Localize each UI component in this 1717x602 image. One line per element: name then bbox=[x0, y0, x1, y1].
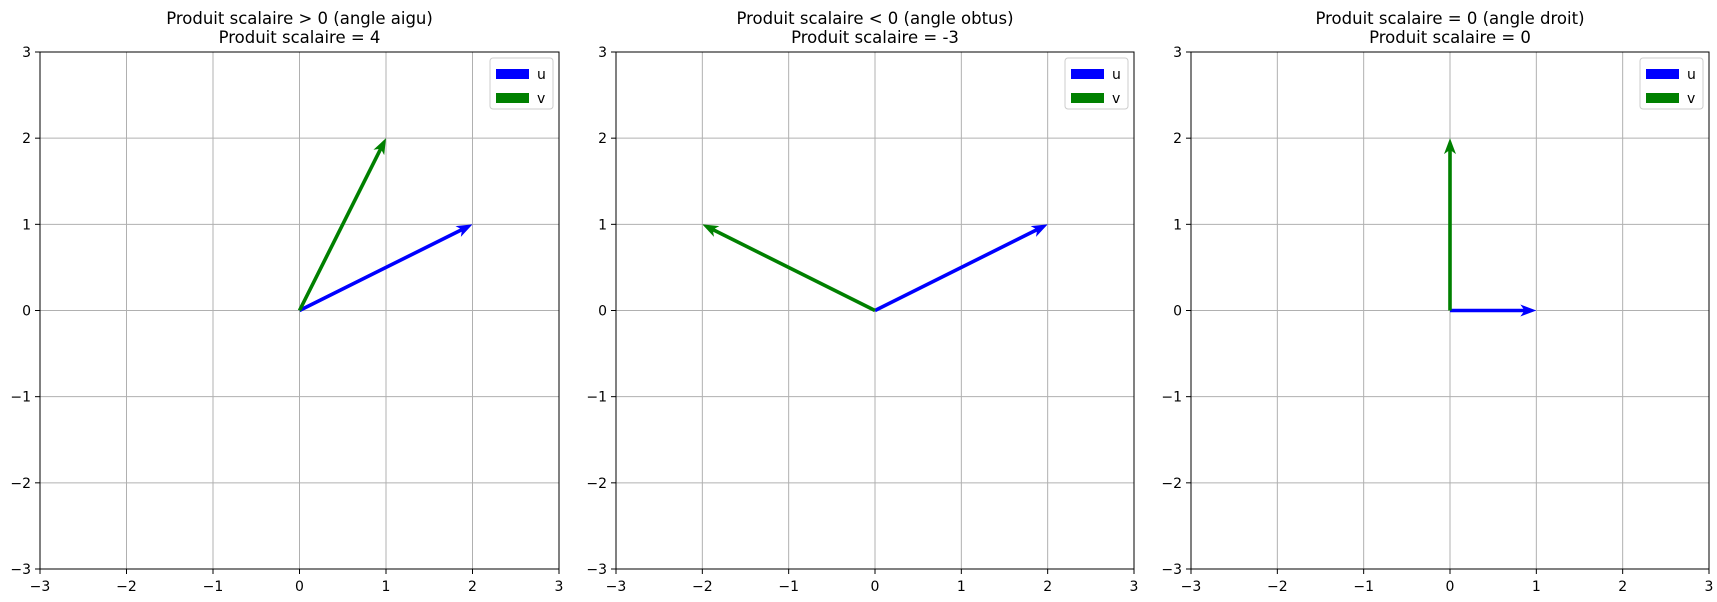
x-tick-label: −1 bbox=[203, 579, 224, 595]
chart-title: Produit scalaire > 0 (angle aigu) bbox=[166, 9, 433, 28]
y-tick-label: 0 bbox=[598, 304, 607, 320]
y-tick-label: −2 bbox=[1161, 476, 1182, 492]
axes-frame bbox=[39, 51, 560, 570]
chart-title: Produit scalaire = 0 (angle droit) bbox=[1315, 9, 1584, 28]
y-tick-label: 1 bbox=[1173, 217, 1182, 233]
legend: uv bbox=[1064, 57, 1129, 110]
x-tick-label: −2 bbox=[692, 579, 713, 595]
vector-v bbox=[1444, 138, 1456, 311]
y-tick-label: −1 bbox=[1161, 390, 1182, 406]
y-tick-label: 3 bbox=[598, 45, 607, 61]
y-tick-label: 2 bbox=[1173, 131, 1182, 147]
vector-u bbox=[298, 224, 473, 313]
x-tick-label: −2 bbox=[116, 579, 137, 595]
y-tick-label: 0 bbox=[1173, 304, 1182, 320]
y-tick-label: 0 bbox=[22, 304, 31, 320]
y-tick-label: −3 bbox=[1161, 562, 1182, 578]
x-tick-label: −1 bbox=[778, 579, 799, 595]
x-tick-label: −3 bbox=[30, 579, 51, 595]
vector-u bbox=[1450, 304, 1537, 317]
legend-swatch-u bbox=[1646, 69, 1679, 79]
chart-subtitle: Produit scalaire = -3 bbox=[791, 28, 959, 47]
legend-label-u: u bbox=[537, 67, 546, 83]
y-tick-label: 3 bbox=[22, 45, 31, 61]
x-tick-label: −2 bbox=[1267, 579, 1288, 595]
legend: uv bbox=[1639, 57, 1704, 110]
axes-frame bbox=[1190, 51, 1710, 570]
legend-swatch-v bbox=[496, 93, 529, 103]
chart-panel-2: Produit scalaire < 0 (angle obtus)Produi… bbox=[586, 9, 1138, 595]
y-tick-label: 1 bbox=[598, 217, 607, 233]
x-tick-label: 2 bbox=[1618, 579, 1627, 595]
x-tick-label: 2 bbox=[468, 579, 477, 595]
x-tick-label: 0 bbox=[295, 579, 304, 595]
x-tick-label: 0 bbox=[871, 579, 880, 595]
vector-u bbox=[874, 224, 1048, 313]
x-tick-label: 2 bbox=[1043, 579, 1052, 595]
y-tick-label: −2 bbox=[586, 476, 607, 492]
chart-panel-3: Produit scalaire = 0 (angle droit)Produi… bbox=[1161, 9, 1713, 595]
legend-swatch-u bbox=[496, 69, 529, 79]
legend: uv bbox=[489, 57, 554, 110]
x-tick-label: −3 bbox=[606, 579, 627, 595]
chart-subtitle: Produit scalaire = 0 bbox=[1369, 28, 1531, 47]
y-tick-label: 1 bbox=[22, 217, 31, 233]
x-tick-label: 1 bbox=[957, 579, 966, 595]
legend-label-v: v bbox=[537, 91, 545, 107]
x-tick-label: −3 bbox=[1181, 579, 1202, 595]
x-tick-label: 3 bbox=[1705, 579, 1714, 595]
y-tick-label: 2 bbox=[22, 131, 31, 147]
legend-label-v: v bbox=[1112, 91, 1120, 107]
x-tick-label: 3 bbox=[555, 579, 564, 595]
x-tick-label: −1 bbox=[1353, 579, 1374, 595]
x-tick-label: 1 bbox=[1532, 579, 1541, 595]
legend-label-u: u bbox=[1687, 67, 1696, 83]
axes-frame bbox=[615, 51, 1135, 570]
x-tick-label: 1 bbox=[382, 579, 391, 595]
x-tick-label: 3 bbox=[1130, 579, 1139, 595]
vector-v bbox=[297, 138, 386, 312]
y-tick-label: −3 bbox=[10, 562, 31, 578]
y-tick-label: −3 bbox=[586, 562, 607, 578]
y-tick-label: 2 bbox=[598, 131, 607, 147]
legend-swatch-u bbox=[1071, 69, 1104, 79]
y-tick-label: −1 bbox=[10, 390, 31, 406]
legend-label-u: u bbox=[1112, 67, 1121, 83]
legend-swatch-v bbox=[1646, 93, 1679, 103]
y-tick-label: −2 bbox=[10, 476, 31, 492]
legend-swatch-v bbox=[1071, 93, 1104, 103]
x-tick-label: 0 bbox=[1446, 579, 1455, 595]
y-tick-label: −1 bbox=[586, 390, 607, 406]
legend-label-v: v bbox=[1687, 91, 1695, 107]
chart-panel-1: Produit scalaire > 0 (angle aigu)Produit… bbox=[10, 9, 563, 595]
y-tick-label: 3 bbox=[1173, 45, 1182, 61]
chart-title: Produit scalaire < 0 (angle obtus) bbox=[736, 9, 1013, 28]
chart-subtitle: Produit scalaire = 4 bbox=[219, 28, 381, 47]
vector-v bbox=[702, 224, 876, 313]
